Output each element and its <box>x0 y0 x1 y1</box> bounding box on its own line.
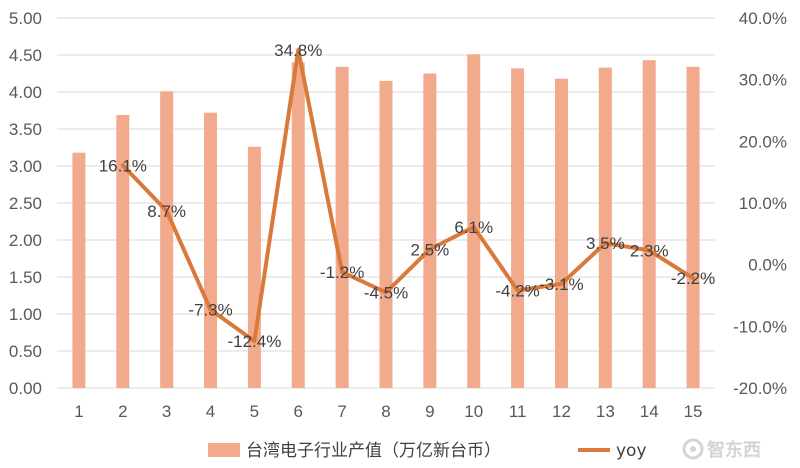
x-tick-label: 12 <box>552 402 571 421</box>
x-tick-label: 11 <box>509 402 527 421</box>
x-tick-label: 1 <box>74 402 83 421</box>
x-tick-label: 4 <box>206 402 215 421</box>
bar <box>379 80 393 389</box>
line-series <box>120 48 696 344</box>
yoy-data-label: -3.1% <box>539 275 583 294</box>
bar <box>247 146 261 388</box>
right-tick-label: -20.0% <box>733 379 787 398</box>
right-tick-label: 20.0% <box>739 132 787 151</box>
yoy-data-label: 3.5% <box>586 234 625 253</box>
yoy-data-label: 34.8% <box>274 41 322 60</box>
yoy-data-label: -12.4% <box>227 332 281 351</box>
yoy-data-label: -4.2% <box>495 282 539 301</box>
x-tick-label: 5 <box>250 402 259 421</box>
x-tick-label: 8 <box>381 402 390 421</box>
right-tick-label: -10.0% <box>733 317 787 336</box>
right-tick-label: 0.0% <box>748 256 787 275</box>
bar <box>554 78 568 389</box>
yoy-data-label: 2.3% <box>630 241 669 260</box>
yoy-data-label: 2.5% <box>410 240 449 259</box>
x-tick-label: 13 <box>596 402 615 421</box>
yoy-data-label: 8.7% <box>147 202 186 221</box>
bar <box>511 68 525 388</box>
bar-series <box>72 54 700 389</box>
bar <box>72 152 86 388</box>
bar <box>686 66 700 388</box>
x-tick-label: 7 <box>337 402 346 421</box>
bar <box>423 73 437 388</box>
right-tick-label: 40.0% <box>739 9 787 28</box>
left-tick-label: 1.00 <box>9 305 42 324</box>
left-tick-label: 5.00 <box>9 9 42 28</box>
x-tick-label: 10 <box>464 402 483 421</box>
yoy-line <box>120 48 696 344</box>
left-tick-label: 1.50 <box>9 268 42 287</box>
gear-icon <box>682 438 704 460</box>
legend-line-label: yoy <box>616 441 647 461</box>
left-tick-label: 4.00 <box>9 83 42 102</box>
right-axis: -20.0% -10.0% 0.0% 10.0% 20.0% 30.0% 40.0% <box>733 9 787 398</box>
left-axis: 0.00 0.50 1.00 1.50 2.00 2.50 3.00 3.50 4.00 4.50… <box>9 9 42 398</box>
yoy-data-label: -2.2% <box>671 269 715 288</box>
x-tick-label: 3 <box>162 402 171 421</box>
data-labels: 16.1% 8.7% -7.3% -12.4% 34.8% -1.2%-4.5% 2.5% 6… <box>99 41 716 351</box>
yoy-data-label: -1.2% <box>320 263 364 282</box>
bar <box>160 91 174 388</box>
watermark-text: 智东西 <box>707 439 761 461</box>
x-tick-label: 6 <box>294 402 303 421</box>
legend-bar-label: 台湾电子行业产值（万亿新台币） <box>246 441 501 461</box>
left-tick-label: 2.00 <box>9 231 42 250</box>
left-tick-label: 4.50 <box>9 46 42 65</box>
watermark: 智东西 <box>682 438 761 461</box>
yoy-data-label: 6.1% <box>454 218 493 237</box>
bar <box>204 112 218 388</box>
bar <box>467 54 481 388</box>
x-tick-label: 14 <box>640 402 659 421</box>
yoy-data-label: -4.5% <box>364 283 408 302</box>
legend: 台湾电子行业产值（万亿新台币） yoy <box>208 441 647 461</box>
left-tick-label: 2.50 <box>9 194 42 213</box>
bar <box>642 60 656 389</box>
left-tick-label: 3.50 <box>9 120 42 139</box>
bar <box>291 62 305 389</box>
x-tick-label: 15 <box>684 402 703 421</box>
right-tick-label: 10.0% <box>739 194 787 213</box>
x-tick-label: 9 <box>425 402 434 421</box>
left-tick-label: 0.00 <box>9 379 42 398</box>
bar <box>116 114 130 388</box>
bar <box>335 66 349 388</box>
x-tick-label: 2 <box>118 402 127 421</box>
bar <box>598 67 612 388</box>
legend-bar-swatch <box>208 443 240 457</box>
left-tick-label: 0.50 <box>9 342 42 361</box>
left-tick-label: 3.00 <box>9 157 42 176</box>
yoy-data-label: 16.1% <box>99 156 147 175</box>
yoy-data-label: -7.3% <box>188 301 232 320</box>
x-axis: 1 2 3 4 5 6 7 8 9 10 11 12 13 14 15 <box>74 402 702 421</box>
right-tick-label: 30.0% <box>739 71 787 90</box>
